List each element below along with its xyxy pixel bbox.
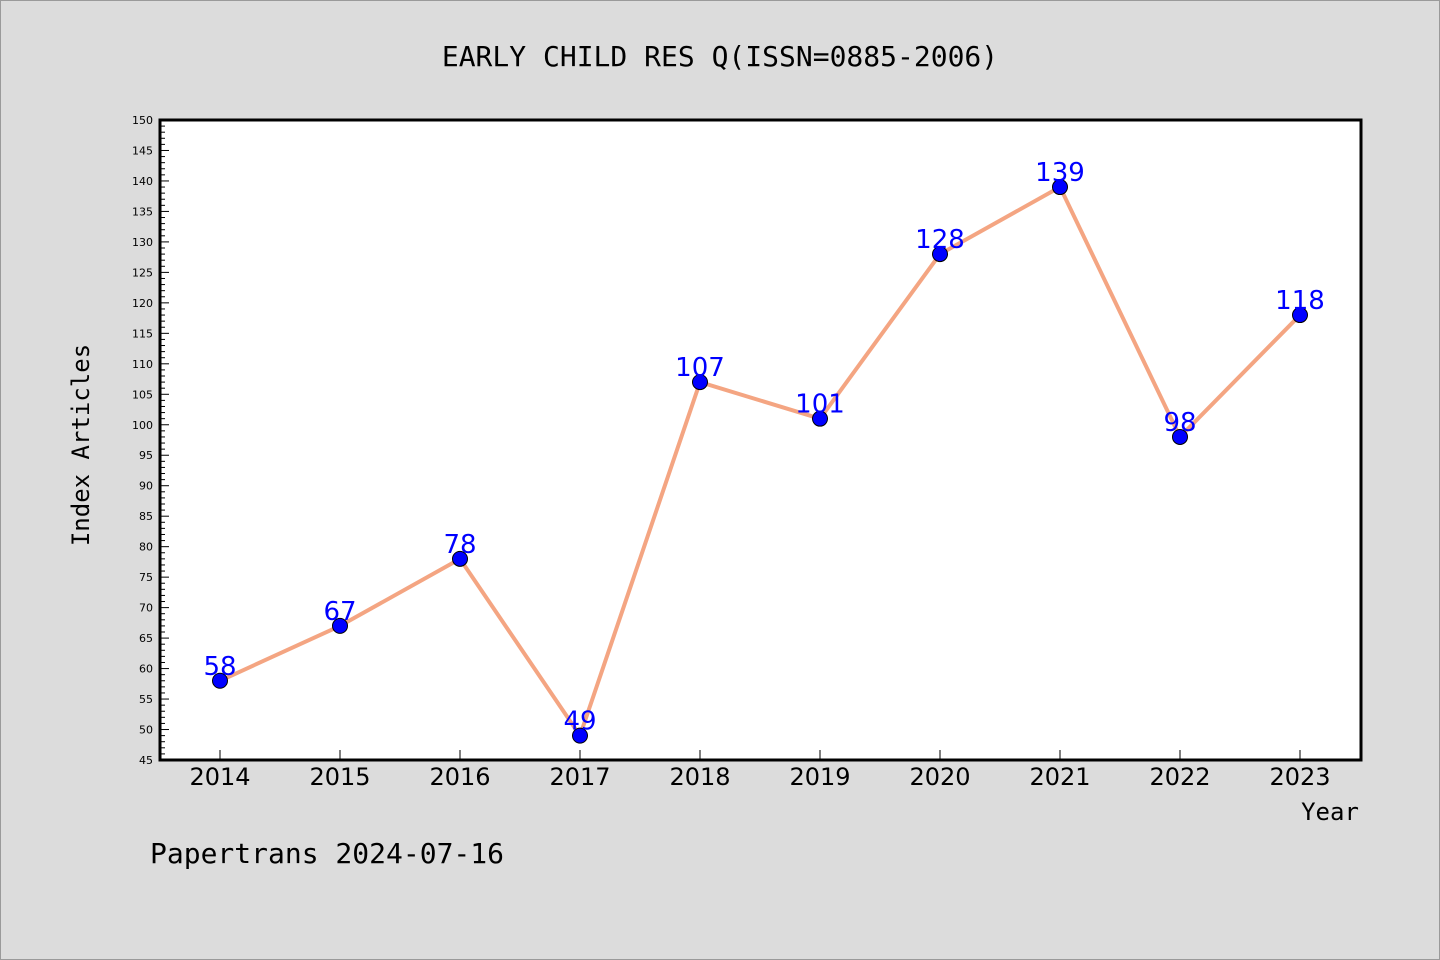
y-tick-label: 130 — [132, 236, 153, 249]
y-tick-label: 65 — [139, 632, 153, 645]
data-point — [932, 246, 948, 263]
y-tick-label: 145 — [132, 144, 153, 157]
series-line-group — [218, 185, 1302, 738]
data-point — [1172, 428, 1188, 445]
y-tick-label: 80 — [139, 541, 153, 554]
x-tick-label: 2014 — [189, 763, 250, 791]
x-tick-label: 2015 — [309, 763, 370, 791]
x-axis-title: Year — [1301, 798, 1359, 826]
y-tick-label: 50 — [139, 724, 153, 737]
data-point — [572, 727, 588, 744]
data-label: 58 — [203, 652, 236, 682]
x-axis: 2014 2015 2016 2017 2018 2019 2020 2021 2022 2023 — [189, 750, 1331, 791]
data-label: 101 — [795, 390, 845, 420]
data-label: 107 — [675, 353, 725, 383]
y-tick-label: 100 — [132, 419, 153, 432]
y-tick-label: 70 — [139, 602, 153, 615]
data-label: 98 — [1163, 408, 1196, 438]
x-tick-label: 2018 — [669, 763, 730, 791]
markers-group — [212, 179, 1308, 744]
data-point — [812, 410, 828, 427]
y-tick-label: 55 — [139, 693, 153, 706]
data-point — [452, 550, 468, 567]
plot-area — [158, 118, 1363, 762]
y-tick-label: 60 — [139, 663, 153, 676]
data-label: 67 — [323, 597, 356, 627]
x-tick-label: 2020 — [909, 763, 970, 791]
y-tick-label: 95 — [139, 449, 153, 462]
y-tick-label: 110 — [132, 358, 153, 371]
data-label: 78 — [443, 530, 476, 560]
y-tick-label: 115 — [132, 327, 153, 340]
x-tick-label: 2017 — [549, 763, 610, 791]
data-point — [1292, 307, 1308, 324]
y-tick-label: 45 — [139, 754, 153, 767]
data-point — [212, 672, 228, 689]
y-tick-label: 90 — [139, 480, 153, 493]
x-tick-label: 2021 — [1029, 763, 1090, 791]
data-label: 49 — [563, 707, 596, 737]
footer-text: Papertrans 2024-07-16 — [150, 837, 504, 870]
x-tick-label: 2023 — [1269, 763, 1330, 791]
data-label: 128 — [915, 225, 965, 255]
data-point — [1052, 179, 1068, 196]
x-tick-label: 2019 — [789, 763, 850, 791]
data-label: 139 — [1035, 158, 1085, 188]
data-labels-group: 58 67 78 49 107 101 128 139 98 118 — [203, 158, 1324, 737]
y-axis-title: Index Articles — [67, 344, 95, 546]
y-tick-label: 150 — [132, 114, 153, 127]
data-label: 118 — [1275, 286, 1325, 316]
y-tick-label: 75 — [139, 571, 153, 584]
y-tick-label: 140 — [132, 175, 153, 188]
y-tick-label: 85 — [139, 510, 153, 523]
series-line — [218, 185, 1302, 738]
y-tick-label: 125 — [132, 266, 153, 279]
y-tick-label: 120 — [132, 297, 153, 310]
y-tick-label: 105 — [132, 388, 153, 401]
x-tick-label: 2016 — [429, 763, 490, 791]
data-point — [692, 374, 708, 391]
x-tick-label: 2022 — [1149, 763, 1210, 791]
chart-title: EARLY CHILD RES Q(ISSN=0885-2006) — [442, 40, 998, 73]
y-axis: 45 50 55 60 65 70 75 80 85 90 95 100 105 110 115 120 125… — [132, 114, 169, 767]
y-tick-label: 135 — [132, 205, 153, 218]
data-point — [332, 617, 348, 634]
